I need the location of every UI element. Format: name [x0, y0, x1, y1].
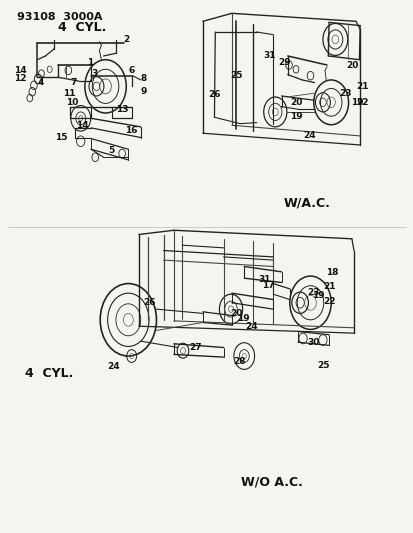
Text: 26: 26 [143, 298, 156, 307]
Text: 6: 6 [128, 66, 135, 75]
Text: 7: 7 [70, 78, 77, 87]
Text: 21: 21 [322, 282, 335, 291]
Text: 2: 2 [123, 35, 129, 44]
Text: 25: 25 [317, 361, 329, 369]
Text: 15: 15 [55, 133, 67, 142]
Text: 28: 28 [233, 357, 245, 366]
Text: 22: 22 [355, 98, 368, 107]
Text: 9: 9 [140, 87, 147, 96]
Text: 31: 31 [263, 52, 275, 60]
Text: 23: 23 [339, 89, 351, 98]
Text: 13: 13 [116, 105, 128, 114]
Text: 19: 19 [237, 314, 249, 323]
Text: 17: 17 [261, 281, 274, 289]
Text: 93108  3000A: 93108 3000A [17, 12, 102, 22]
Text: 27: 27 [189, 343, 201, 352]
Text: 29: 29 [278, 59, 290, 67]
Text: W/O A.C.: W/O A.C. [240, 475, 302, 488]
Text: 14: 14 [14, 66, 26, 75]
Text: 10: 10 [66, 98, 78, 107]
Text: 4  CYL.: 4 CYL. [25, 367, 73, 379]
Text: 22: 22 [322, 297, 335, 305]
Text: 20: 20 [289, 98, 301, 107]
Text: W/A.C.: W/A.C. [283, 196, 330, 209]
Text: 12: 12 [14, 75, 26, 83]
Text: 19: 19 [350, 98, 362, 107]
Text: 30: 30 [307, 338, 319, 346]
Text: 5: 5 [107, 146, 114, 155]
Text: 4  CYL.: 4 CYL. [58, 21, 106, 34]
Text: 8: 8 [140, 75, 147, 83]
Text: 16: 16 [125, 126, 138, 135]
Text: 3: 3 [91, 69, 97, 78]
Text: 25: 25 [230, 71, 242, 80]
Text: 11: 11 [63, 89, 76, 98]
Text: 14: 14 [76, 121, 88, 130]
Text: 21: 21 [355, 82, 368, 91]
Text: 20: 20 [230, 309, 242, 318]
Text: 26: 26 [208, 91, 220, 99]
Text: 31: 31 [257, 276, 270, 284]
Text: 19: 19 [311, 292, 323, 300]
Text: 24: 24 [303, 132, 315, 140]
Text: 4: 4 [37, 78, 44, 87]
Text: 24: 24 [245, 322, 257, 330]
Text: 19: 19 [289, 112, 301, 120]
Text: 24: 24 [107, 362, 120, 371]
Text: 18: 18 [325, 269, 337, 277]
Text: 23: 23 [307, 288, 319, 296]
Text: 1: 1 [87, 59, 93, 67]
Text: 20: 20 [346, 61, 358, 69]
